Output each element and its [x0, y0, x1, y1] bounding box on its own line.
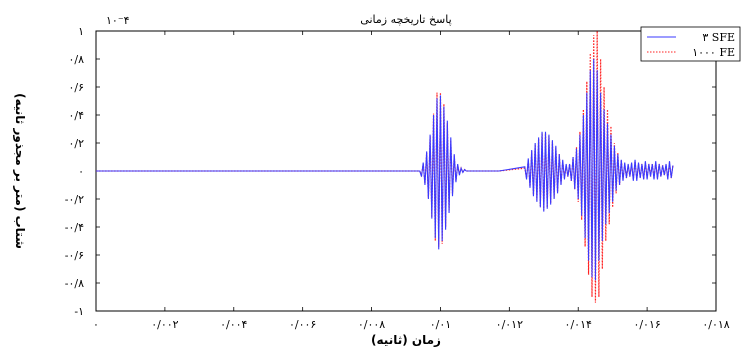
y-tick-label: -۰/۲	[65, 193, 84, 206]
x-tick-label: ۰/۰۱۸	[702, 318, 729, 331]
y-tick-label: -۰/۶	[65, 249, 84, 262]
y-tick-label: ۰/۸	[68, 53, 84, 66]
y-tick-label: -۰/۸	[65, 277, 84, 290]
legend-label-sfe: ۳ SFE	[702, 31, 735, 44]
series-line-sfe	[96, 58, 674, 281]
x-tick-label: ۰/۰۰۸	[358, 318, 385, 331]
y-tick-label: ۰/۲	[68, 137, 84, 150]
x-tick-label: ۰/۰۱	[430, 318, 451, 331]
x-tick-label: ۰/۰۱۲	[496, 318, 523, 331]
x-tick-label: ۰/۰۰۶	[289, 318, 316, 331]
y-tick-label: ۱	[78, 25, 84, 38]
x-tick-label: ۰/۰۱۶	[633, 318, 660, 331]
x-tick-label: ۰/۰۱۴	[565, 318, 592, 331]
legend-label-fe: ۱۰۰۰ FE	[692, 46, 735, 59]
x-tick-label: ۰	[93, 318, 99, 331]
y-tick-label: ۰	[78, 165, 84, 178]
y-tick-label: -۰/۴	[65, 221, 84, 234]
legend: ۳ SFE ۱۰۰۰ FE	[640, 26, 741, 62]
y-tick-label: ۰/۶	[68, 81, 84, 94]
x-tick-label: ۰/۰۰۲	[151, 318, 178, 331]
y-axis-title: شتاب (متر بر مجذور ثانیه)	[12, 93, 27, 249]
x-tick-label: ۰/۰۰۴	[220, 318, 247, 331]
legend-box	[640, 26, 741, 62]
x-axis-title: زمان (ثانیه)	[371, 333, 441, 347]
series-lines	[96, 30, 674, 303]
chart-title: پاسخ تاریخچه زمانی	[360, 13, 451, 26]
axis-ticks: ۰ ۰/۰۰۲ ۰/۰۰۴ ۰/۰۰۶ ۰/۰۰۸ ۰/۰۱ ۰/۰۱۲ ۰/۰۱۴ ۰/۰۱۶…	[65, 25, 730, 331]
y-tick-label: ۰/۴	[68, 109, 84, 122]
y-tick-label: -۱	[74, 305, 84, 318]
y-scale-multiplier: ۱۰⁻۴	[106, 14, 130, 27]
